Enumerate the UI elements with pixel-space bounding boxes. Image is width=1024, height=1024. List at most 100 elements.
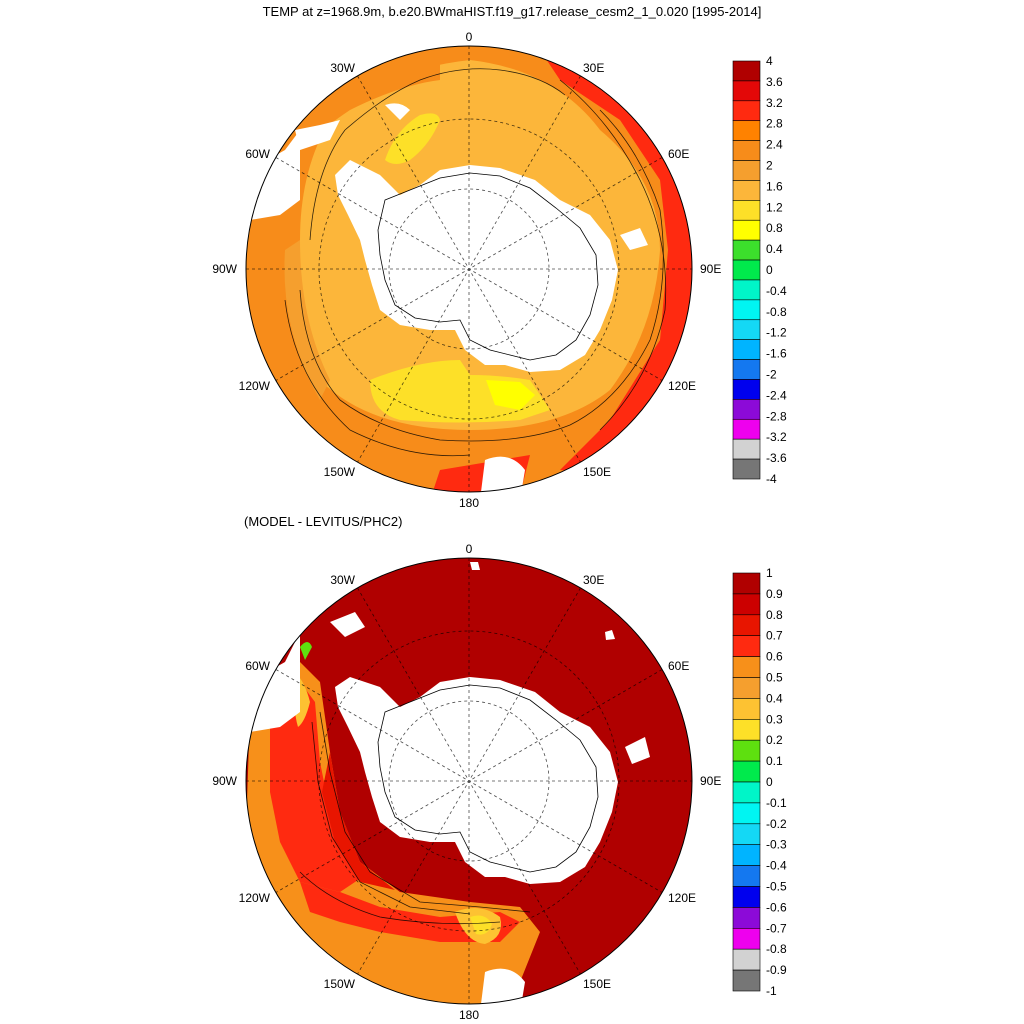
difference-colorbar-swatch <box>732 656 761 678</box>
temperature-colorbar-label: 1.2 <box>766 200 783 214</box>
temperature-colorbar-label: -0.8 <box>766 305 787 319</box>
temperature-colorbar-label: -2.8 <box>766 409 787 423</box>
difference-colorbar-label: 0.4 <box>766 691 783 705</box>
lon-label-60e: 60E <box>668 147 689 161</box>
lon-label-0: 0 <box>466 542 473 556</box>
lon-label-90w: 90W <box>212 262 237 276</box>
temperature-colorbar-label: 0 <box>766 263 773 277</box>
temperature-colorbar-swatch <box>732 259 761 281</box>
lon-label-90w: 90W <box>212 774 237 788</box>
difference-colorbar-label: 0.1 <box>766 754 783 768</box>
temperature-colorbar-label: -3.6 <box>766 451 787 465</box>
lon-label-180: 180 <box>459 496 479 510</box>
lon-label-120e: 120E <box>668 379 696 393</box>
difference-colorbar-swatch <box>732 719 761 741</box>
temperature-colorbar-label: -1.6 <box>766 347 787 361</box>
map-boundary <box>245 557 693 1005</box>
temperature-colorbar-swatch <box>732 140 761 161</box>
difference-colorbar-label: -0.6 <box>766 900 787 914</box>
difference-map-title: (MODEL - LEVITUS/PHC2) <box>244 514 403 529</box>
temperature-colorbar-label: 2 <box>766 159 773 173</box>
lon-label-90e: 90E <box>700 262 721 276</box>
difference-colorbar-label: -0.5 <box>766 880 787 894</box>
difference-colorbar-swatch <box>732 739 761 762</box>
difference-colorbar-swatch <box>732 948 761 971</box>
temperature-colorbar-swatch <box>732 180 761 201</box>
temperature-colorbar-label: -2 <box>766 368 777 382</box>
temperature-colorbar-label: -3.2 <box>766 430 787 444</box>
lon-label-0: 0 <box>466 30 473 44</box>
difference-colorbar-swatch <box>732 781 761 804</box>
difference-colorbar-label: -0.7 <box>766 921 787 935</box>
lon-label-30e: 30E <box>583 573 604 587</box>
difference-colorbar-swatch <box>732 907 761 929</box>
temperature-colorbar-swatch <box>732 60 761 82</box>
temperature-colorbar-label: -0.4 <box>766 284 787 298</box>
temperature-colorbar-swatch <box>732 458 761 480</box>
temperature-colorbar-label: 1.6 <box>766 179 783 193</box>
difference-colorbar-label: -0.1 <box>766 796 787 810</box>
difference-colorbar-swatch <box>732 593 761 616</box>
difference-colorbar-swatch <box>732 927 761 950</box>
lon-label-30w: 30W <box>330 61 355 75</box>
lon-label-120w: 120W <box>239 891 271 905</box>
longitude-labels: 0 30E 60E 90E 120E 150E 180 150W 120W 90… <box>212 30 721 510</box>
difference-colorbar-swatch <box>732 886 761 908</box>
temperature-colorbar-label: 3.6 <box>766 75 783 89</box>
lon-label-120w: 120W <box>239 379 271 393</box>
model-temperature-panel: 0 30E 60E 90E 120E 150E 180 150W 120W 90… <box>212 30 787 510</box>
temperature-colorbar-label: 2.8 <box>766 117 783 131</box>
lon-label-150e: 150E <box>583 977 611 991</box>
lon-label-60w: 60W <box>245 147 270 161</box>
difference-colorbar-swatch <box>732 635 761 657</box>
lon-label-120e: 120E <box>668 891 696 905</box>
temperature-colorbar-swatch <box>732 299 761 321</box>
map-boundary <box>245 45 693 493</box>
temperature-colorbar-swatch <box>732 100 761 122</box>
lon-label-150w: 150W <box>324 465 356 479</box>
difference-colorbar-label: 0.5 <box>766 671 783 685</box>
difference-colorbar-swatch <box>732 969 761 992</box>
difference-colorbar-label: 1 <box>766 566 773 580</box>
lon-label-60e: 60E <box>668 659 689 673</box>
difference-colorbar-label: -0.9 <box>766 963 787 977</box>
difference-panel: 0 30E 60E 90E 120E 150E 180 150W 120W 90… <box>0 512 1024 1024</box>
difference-colorbar-label: -0.2 <box>766 817 787 831</box>
temperature-colorbar-label: 0.4 <box>766 242 783 256</box>
temperature-colorbar-swatch <box>732 399 761 420</box>
lon-label-30w: 30W <box>330 573 355 587</box>
temperature-colorbar-swatch <box>732 379 761 400</box>
difference-colorbar: 1 0.9 0.8 0.7 0.6 0.5 0.4 0.3 0.2 0.1 0 -0.1 -0.2 -0.… <box>732 566 787 998</box>
temperature-colorbar: 4 3.6 3.2 2.8 2.4 2 1.6 1.2 0.8 0.4 0 -0.4 -0.8 -1.2 -… <box>732 54 787 486</box>
lon-label-150w: 150W <box>324 977 356 991</box>
lon-label-150e: 150E <box>583 465 611 479</box>
difference-colorbar-swatch <box>732 572 761 595</box>
temperature-colorbar-swatch <box>732 80 761 102</box>
temperature-colorbar-swatch <box>732 160 761 181</box>
lon-label-180: 180 <box>459 1008 479 1022</box>
difference-colorbar-label: -0.4 <box>766 859 787 873</box>
temperature-colorbar-swatch <box>732 200 761 221</box>
temperature-colorbar-swatch <box>732 438 761 460</box>
difference-colorbar-label: 0 <box>766 775 773 789</box>
lon-label-60w: 60W <box>245 659 270 673</box>
difference-colorbar-label: 0.8 <box>766 608 783 622</box>
temperature-colorbar-swatch <box>732 279 761 301</box>
lon-label-30e: 30E <box>583 61 604 75</box>
map-title: TEMP at z=1968.9m, b.e20.BWmaHIST.f19_g1… <box>262 4 762 19</box>
lon-label-90e: 90E <box>700 774 721 788</box>
difference-colorbar-label: -0.3 <box>766 838 787 852</box>
difference-colorbar-label: -1 <box>766 984 777 998</box>
difference-colorbar-label: 0.2 <box>766 733 783 747</box>
temperature-colorbar-swatch <box>732 219 761 241</box>
difference-colorbar-swatch <box>732 677 761 699</box>
temperature-colorbar-label: -4 <box>766 472 777 486</box>
temperature-colorbar-swatch <box>732 120 761 141</box>
difference-map: 0 30E 60E 90E 120E 150E 180 150W 120W 90… <box>212 542 787 1022</box>
temperature-colorbar-label: -2.4 <box>766 388 787 402</box>
temperature-colorbar-label: 0.8 <box>766 221 783 235</box>
difference-colorbar-swatch <box>732 614 761 637</box>
difference-colorbar-label: 0.7 <box>766 629 783 643</box>
longitude-labels: 0 30E 60E 90E 120E 150E 180 150W 120W 90… <box>212 542 721 1022</box>
difference-colorbar-label: -0.8 <box>766 942 787 956</box>
